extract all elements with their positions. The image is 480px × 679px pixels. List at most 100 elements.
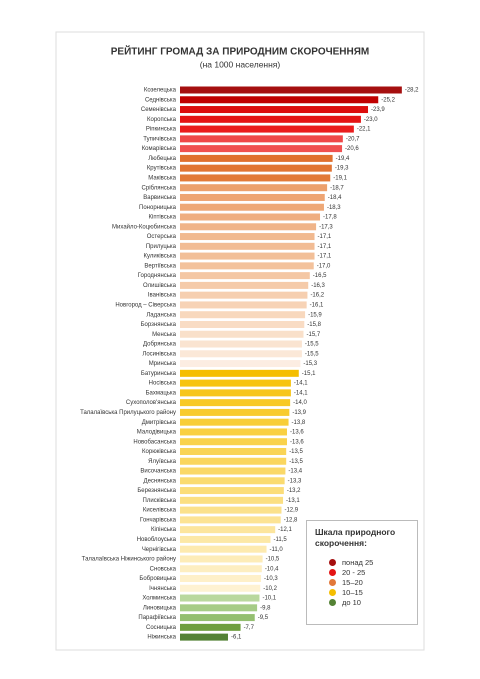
bar xyxy=(180,526,276,534)
category-label: Сухополов'янська xyxy=(126,400,177,406)
bar xyxy=(180,301,307,309)
category-label: Ріпкинська xyxy=(146,127,177,133)
bar xyxy=(180,516,281,524)
bar xyxy=(180,320,305,328)
category-label: Понорницька xyxy=(139,205,177,211)
bar xyxy=(180,291,308,299)
value-label: -19,4 xyxy=(336,156,350,162)
bar xyxy=(180,252,315,260)
value-label: -17,8 xyxy=(323,215,337,221)
bar xyxy=(180,281,309,289)
category-label: Іванівська xyxy=(148,293,177,299)
bar xyxy=(180,535,271,543)
bar xyxy=(180,379,291,387)
value-label: -23,0 xyxy=(364,117,378,123)
value-label: -18,7 xyxy=(330,185,344,191)
category-label: Кіпінська xyxy=(151,527,177,533)
value-label: -16,2 xyxy=(310,293,324,299)
value-label: -13,2 xyxy=(287,488,301,494)
category-label: Сновська xyxy=(150,566,177,572)
category-label: Козелецька xyxy=(144,88,177,94)
value-label: -13,5 xyxy=(289,459,303,465)
bar xyxy=(180,575,262,582)
value-label: -9,5 xyxy=(258,615,269,621)
category-label: Линовицька xyxy=(143,605,177,611)
bar xyxy=(180,614,255,622)
value-label: -25,2 xyxy=(381,97,395,103)
bar xyxy=(180,565,262,573)
category-label: Гончарівська xyxy=(140,517,177,523)
bar xyxy=(180,125,354,133)
legend-marker xyxy=(329,598,336,606)
category-label: Семенівська xyxy=(141,107,177,113)
category-label: Ладанська xyxy=(146,312,176,318)
category-label: Батуринська xyxy=(141,371,177,377)
value-label: -15,5 xyxy=(305,342,319,348)
legend-item: 15–20 xyxy=(329,577,409,587)
value-label: -17,0 xyxy=(317,263,331,269)
bar xyxy=(180,457,287,465)
chart-subtitle: (на 1000 населення) xyxy=(200,59,281,69)
category-label: Кіптівська xyxy=(149,215,177,221)
value-label: -11,0 xyxy=(270,547,284,553)
bar xyxy=(180,506,282,514)
category-label: Чернігівська xyxy=(142,547,177,553)
bar xyxy=(180,418,289,426)
category-label: Добрянська xyxy=(143,342,177,348)
value-label: -16,3 xyxy=(311,283,325,289)
category-label: Ялуївська xyxy=(148,459,177,465)
legend-marker xyxy=(329,588,336,596)
legend-label: 15–20 xyxy=(342,577,363,587)
bar xyxy=(180,555,263,563)
category-label: Менська xyxy=(152,332,177,338)
category-label: Корюківська xyxy=(142,449,177,455)
bar xyxy=(180,145,343,153)
bar xyxy=(180,467,286,475)
value-label: -18,4 xyxy=(328,195,342,201)
category-label: Борзнянська xyxy=(141,322,177,328)
bar xyxy=(180,438,287,446)
value-label: -12,1 xyxy=(278,527,292,533)
bar xyxy=(180,389,291,397)
value-label: -13,6 xyxy=(290,439,304,445)
category-label: Любецька xyxy=(148,156,176,162)
category-label: Михайло-Коцюбинська xyxy=(112,223,177,230)
value-label: -16,1 xyxy=(310,303,324,309)
bar xyxy=(180,350,302,358)
category-label: Крутівська xyxy=(147,166,177,172)
category-label: Малодівицька xyxy=(137,430,177,436)
legend-marker xyxy=(329,578,336,586)
value-label: -10,5 xyxy=(266,557,280,563)
category-label: Талалаївська Прилуцького району xyxy=(80,409,176,416)
bar xyxy=(180,272,310,280)
category-label: Маківська xyxy=(148,176,176,182)
legend-label: до 10 xyxy=(342,597,361,607)
value-label: -15,7 xyxy=(307,332,321,338)
category-label: Сосницька xyxy=(146,625,177,631)
category-label: Тупичівська xyxy=(143,136,176,142)
bar xyxy=(180,135,343,143)
bar xyxy=(180,428,287,436)
bar xyxy=(180,369,299,377)
bar xyxy=(180,223,317,231)
bar xyxy=(180,360,301,368)
category-label: Талалаївська Ніжинського району xyxy=(82,556,176,563)
value-label: -6,1 xyxy=(231,635,242,641)
value-label: -13,6 xyxy=(290,430,304,436)
legend-item: 10–15 xyxy=(329,587,409,597)
bar xyxy=(180,496,284,504)
value-label: -10,1 xyxy=(262,596,276,602)
bar xyxy=(180,154,333,162)
category-label: Киселівська xyxy=(143,508,177,514)
category-label: Холминська xyxy=(142,596,176,602)
category-label: Прилуцька xyxy=(146,244,177,250)
bar xyxy=(180,330,304,338)
category-label: Куликівська xyxy=(143,254,176,260)
value-label: -15,9 xyxy=(308,312,322,318)
value-label: -15,5 xyxy=(305,351,319,357)
category-label: Остерська xyxy=(147,234,177,240)
category-label: Новгород – Сіверська xyxy=(115,303,176,309)
legend-label: 20 - 25 xyxy=(342,567,366,577)
value-label: -19,1 xyxy=(333,176,347,182)
